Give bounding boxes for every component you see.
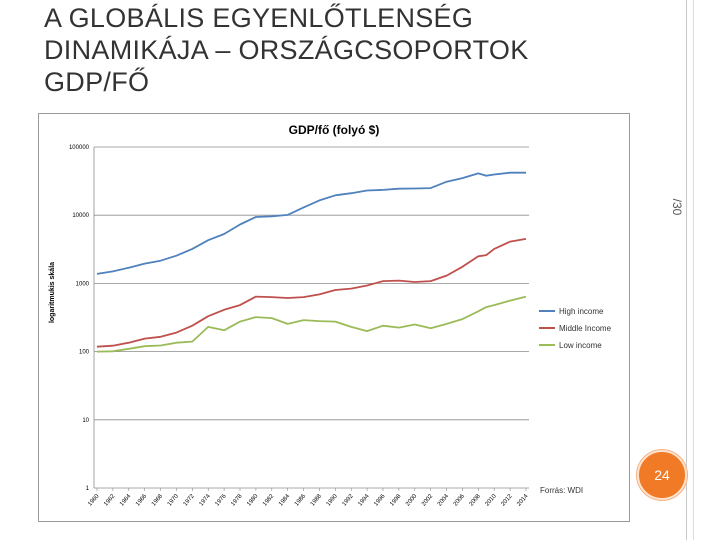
- x-tick-label: 1980: [246, 493, 260, 508]
- x-tick-label: 1970: [167, 493, 181, 508]
- x-tick-label: 1994: [357, 493, 371, 508]
- chart-title: GDP/fő (folyó $): [289, 123, 380, 137]
- y-axis-label: logaritmukis skála: [49, 262, 56, 323]
- y-tick-label: 1000: [76, 281, 90, 287]
- x-tick-label: 1990: [326, 493, 340, 508]
- x-tick-label: 1996: [373, 493, 387, 508]
- x-tick-label: 1976: [214, 493, 228, 508]
- y-tick-label: 1: [86, 486, 90, 492]
- y-tick-label: 10000: [72, 213, 89, 219]
- legend-entry: Low income: [559, 341, 602, 350]
- x-tick-label: 1972: [183, 493, 197, 508]
- x-tick-label: 1962: [103, 493, 117, 508]
- slide-border-rule: [686, 0, 687, 540]
- x-tick-label: 2002: [421, 493, 435, 508]
- x-tick-label: 1998: [389, 493, 403, 508]
- slide-title-line-3: GDP/FŐ: [44, 67, 150, 97]
- series-line-high-income: [96, 171, 526, 275]
- x-tick-label: 1964: [119, 493, 133, 508]
- y-tick-label: 100000: [69, 145, 90, 151]
- x-tick-label: 2008: [469, 493, 483, 508]
- legend-entry: Middle Income: [559, 324, 612, 333]
- x-tick-label: 1986: [294, 493, 308, 508]
- y-tick-label: 10: [82, 418, 89, 424]
- slide-title-line-1: A GLOBÁLIS EGYENLŐTLENSÉG: [44, 3, 474, 33]
- series-line-low-income: [96, 295, 527, 353]
- x-tick-label: 1992: [342, 493, 356, 508]
- page-number-badge: 24: [637, 450, 687, 500]
- slide-title-line-2: DINAMIKÁJA – ORSZÁGCSOPORTOK: [44, 35, 529, 65]
- x-tick-label: 2010: [485, 493, 499, 508]
- series-line-middle-income: [96, 238, 527, 348]
- gdp-chart: GDP/fő (folyó $) logaritmukis skála 1 10 1…: [49, 123, 612, 508]
- x-tick-label: 1966: [135, 493, 149, 508]
- x-tick-label: 2012: [500, 493, 514, 508]
- slide-title: A GLOBÁLIS EGYENLŐTLENSÉG DINAMIKÁJA – O…: [44, 2, 644, 98]
- x-tick-label: 1978: [230, 493, 244, 508]
- source-note: Forrás: WDI: [540, 486, 583, 495]
- x-tick-label: 1988: [310, 493, 324, 508]
- chart-frame: GDP/fő (folyó $) logaritmukis skála 1 10 1…: [38, 113, 630, 522]
- x-tick-label: 1982: [262, 493, 276, 508]
- x-tick-label: 2004: [437, 493, 451, 508]
- x-tick-label: 2006: [453, 493, 467, 508]
- x-tick-label: 1960: [87, 493, 101, 508]
- x-tick-label: 1974: [199, 493, 213, 508]
- x-tick-label: 1984: [278, 493, 292, 508]
- x-tick-label: 2014: [516, 493, 530, 508]
- slide-border-rule-inner: [693, 0, 694, 540]
- x-tick-label: 1968: [151, 493, 165, 508]
- legend-entry: High income: [559, 307, 604, 316]
- y-tick-label: 100: [79, 350, 90, 356]
- x-tick-label: 2000: [405, 493, 419, 508]
- side-slide-number: /30: [670, 198, 684, 216]
